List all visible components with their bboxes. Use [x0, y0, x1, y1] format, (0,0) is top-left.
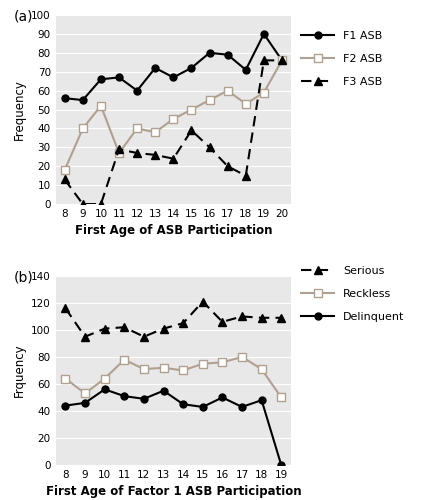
Y-axis label: Frquency: Frquency [12, 344, 26, 398]
Text: (b): (b) [13, 270, 33, 284]
Y-axis label: Frequency: Frequency [12, 79, 26, 140]
Text: (a): (a) [13, 10, 33, 24]
Legend: F1 ASB, F2 ASB, F3 ASB: F1 ASB, F2 ASB, F3 ASB [301, 30, 383, 87]
Legend: Serious, Reckless, Delinquent: Serious, Reckless, Delinquent [301, 266, 404, 322]
X-axis label: First Age of Factor 1 ASB Participation: First Age of Factor 1 ASB Participation [45, 486, 301, 498]
X-axis label: First Age of ASB Participation: First Age of ASB Participation [74, 224, 272, 237]
